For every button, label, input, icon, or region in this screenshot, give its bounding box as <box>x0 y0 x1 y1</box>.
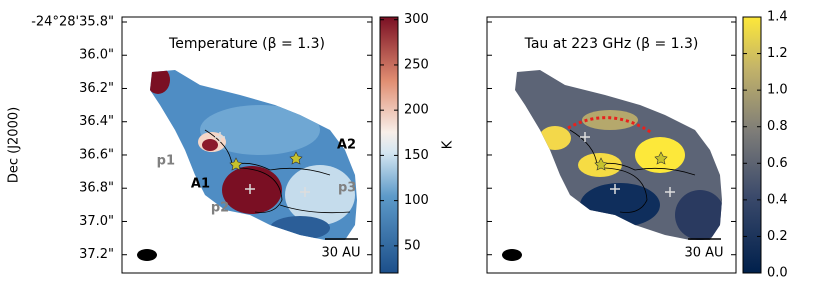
colorbar-tick-label: 1.2 <box>767 46 788 61</box>
colorbar <box>742 16 762 274</box>
axes-frame <box>486 16 737 274</box>
colorbar-tick-label: 200 <box>404 103 429 118</box>
markers <box>215 132 675 197</box>
y-tick-label: 36.4" <box>79 114 114 129</box>
colorbar-tick-label: 1.4 <box>767 10 788 25</box>
colorbar-tick-label: 0.0 <box>767 266 788 281</box>
y-axis-label: Dec (J2000) <box>7 107 22 183</box>
colorbar-tick-label: 0.2 <box>767 229 788 244</box>
colorbar <box>379 16 399 274</box>
y-tick-label: 37.2" <box>79 247 114 262</box>
stars <box>229 151 668 171</box>
colorbar-tick-label: 0.4 <box>767 192 788 207</box>
annotation: A1 <box>191 177 210 192</box>
chart-title: Tau at 223 GHz (β = 1.3) <box>524 36 699 52</box>
y-tick-label: 36.0" <box>79 48 114 63</box>
colorbar-tick-label: 0.8 <box>767 119 788 134</box>
annotation: 30 AU <box>321 246 360 261</box>
annotation: 30 AU <box>684 246 723 261</box>
y-tick-label: -24°28'35.8" <box>31 14 114 29</box>
colorbar-tick-label: 250 <box>404 57 429 72</box>
y-tick-label: 36.8" <box>79 181 114 196</box>
colorbar-label: K <box>441 140 456 149</box>
annotation: p3 <box>338 181 356 196</box>
colorbar-tick-label: 50 <box>404 238 421 253</box>
annotation: A2 <box>337 138 356 153</box>
colorbar-tick-label: 150 <box>404 148 429 163</box>
colorbar-tick-label: 1.0 <box>767 83 788 98</box>
y-tick-label: 36.6" <box>79 147 114 162</box>
colorbar-tick-label: 100 <box>404 193 429 208</box>
y-tick-label: 36.2" <box>79 81 114 96</box>
axes-frame <box>121 16 373 274</box>
annotation: p2 <box>211 201 229 216</box>
colorbar-tick-label: 300 <box>404 12 429 27</box>
arc <box>567 116 653 135</box>
annotation: p1 <box>157 154 175 169</box>
tau-map <box>515 70 722 240</box>
chart-title: Temperature (β = 1.3) <box>168 36 325 52</box>
colorbar-tick-label: 0.6 <box>767 156 788 171</box>
beam <box>137 249 157 261</box>
beam <box>502 249 522 261</box>
y-tick-label: 37.0" <box>79 214 114 229</box>
